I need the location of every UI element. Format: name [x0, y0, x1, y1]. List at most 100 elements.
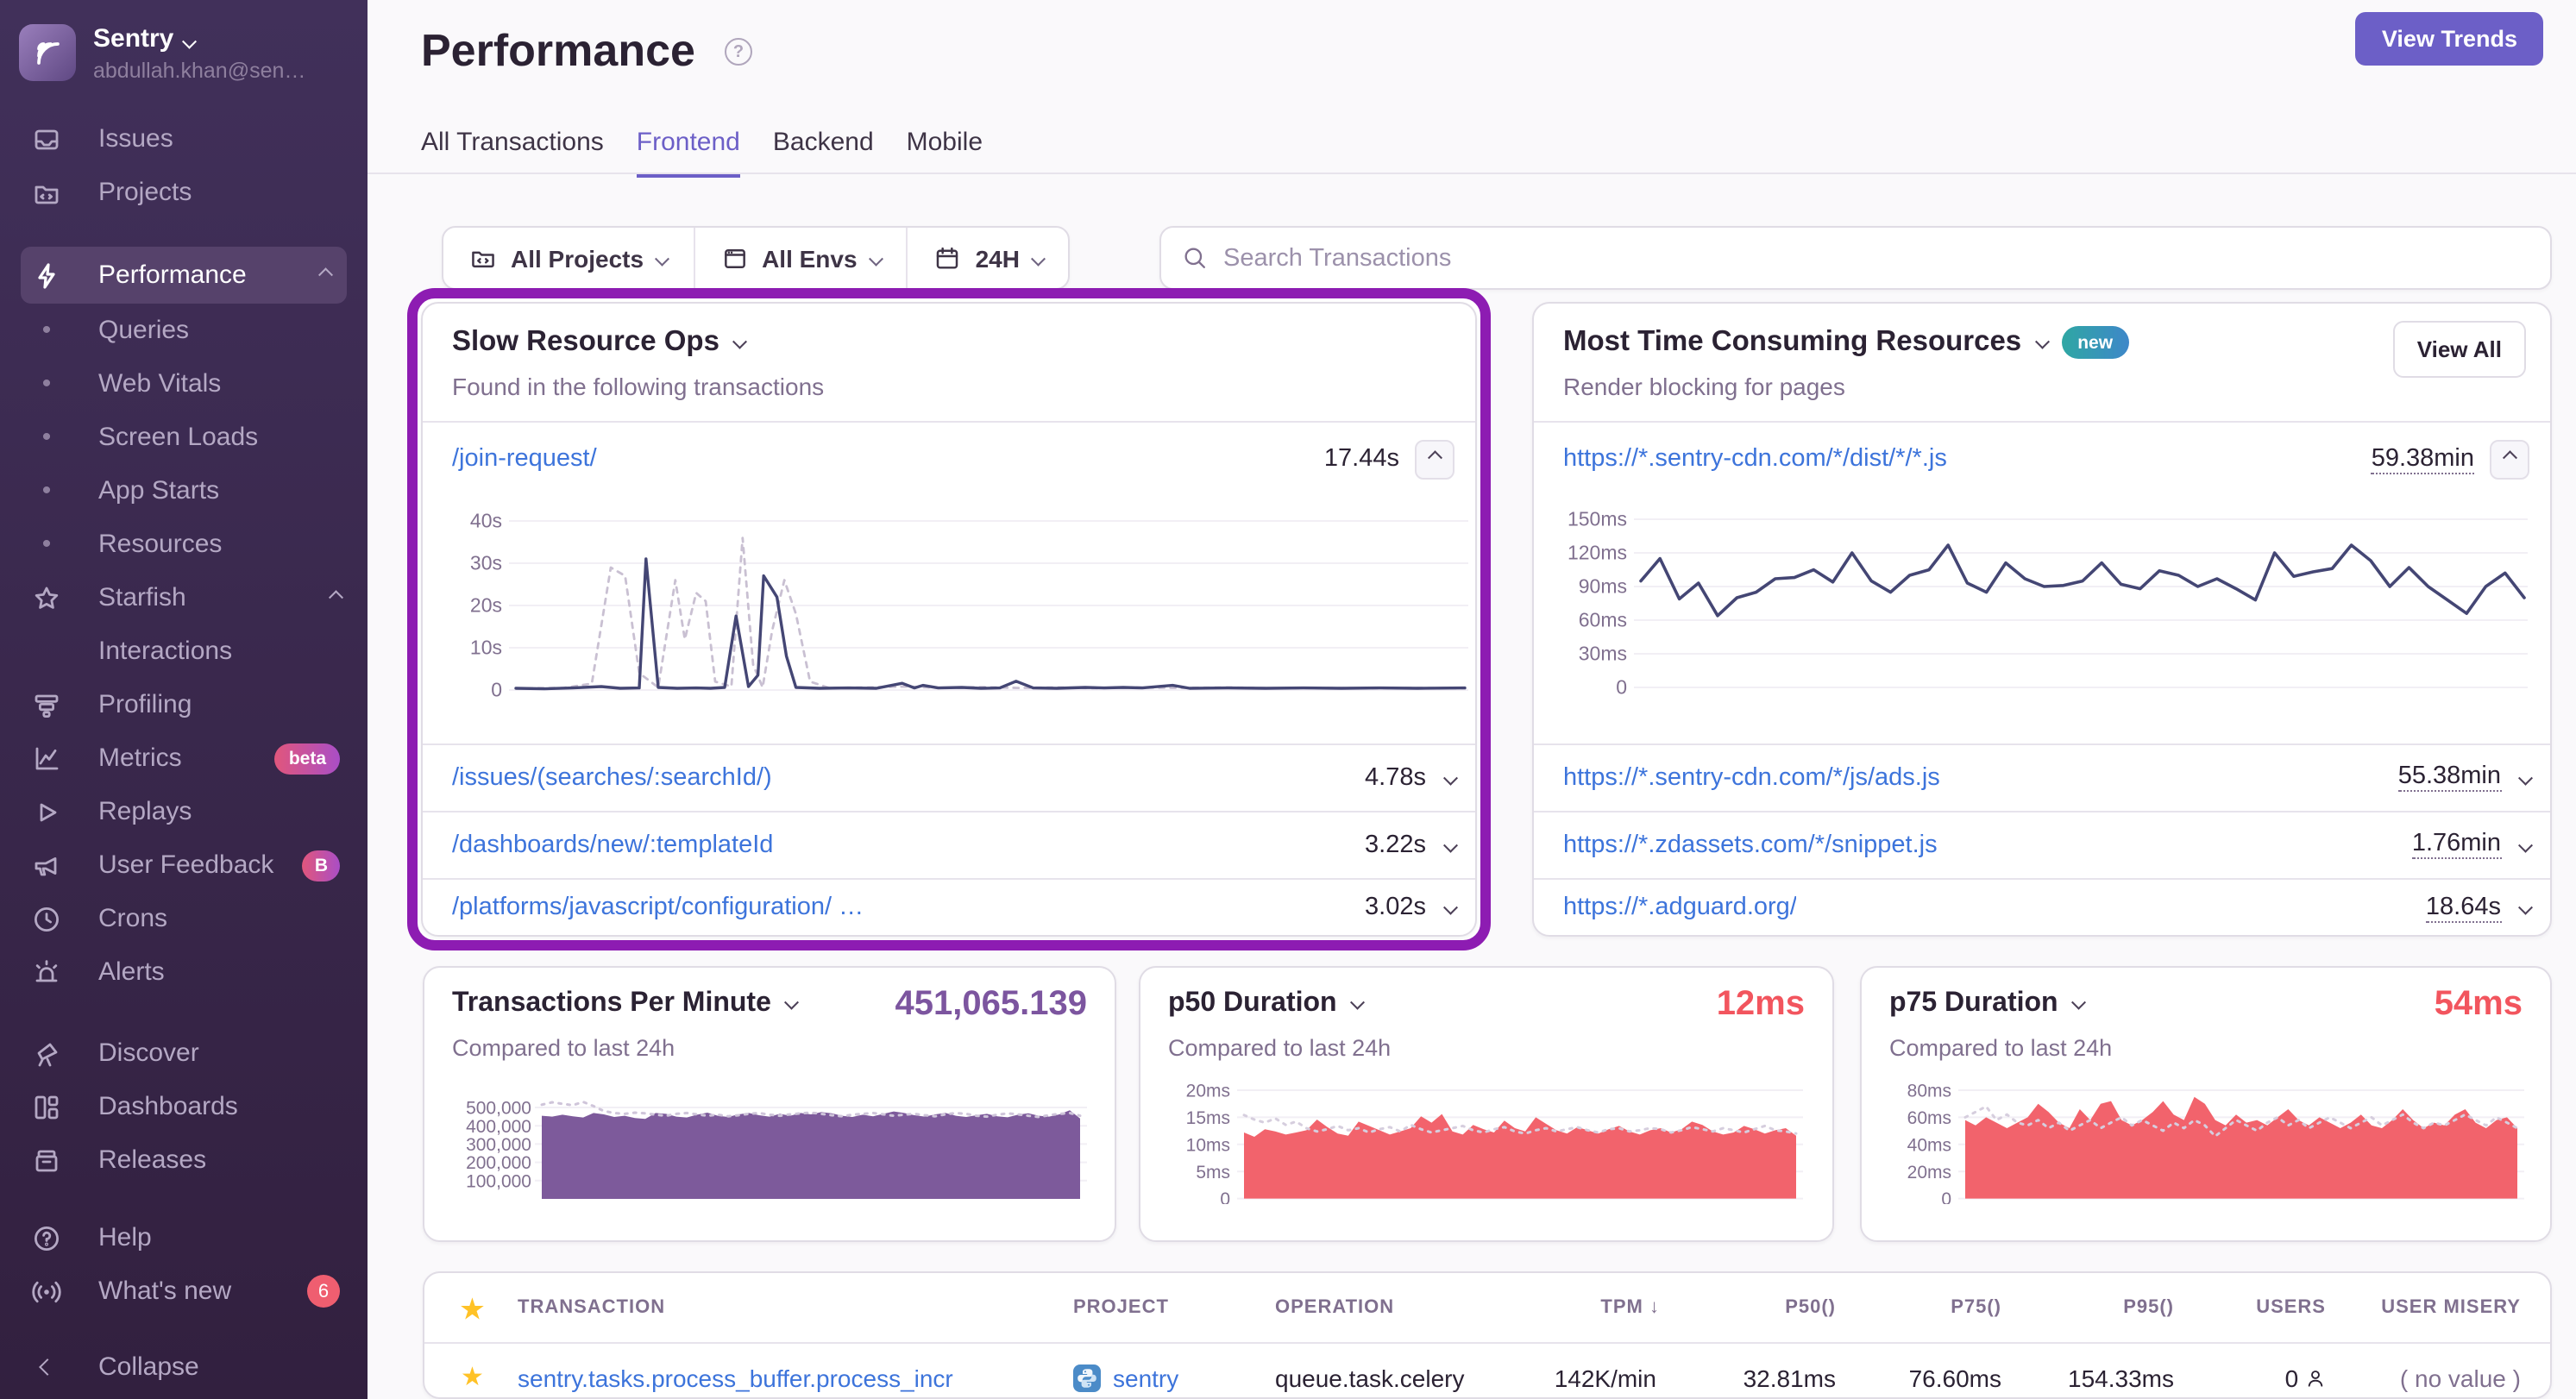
- sidebar-item-dashboards[interactable]: Dashboards: [0, 1081, 368, 1134]
- sidebar-item-replays[interactable]: Replays: [0, 786, 368, 839]
- svg-text:30ms: 30ms: [1579, 643, 1627, 665]
- collapse-row-button[interactable]: [1415, 439, 1454, 479]
- sidebar-item-resources[interactable]: • Resources: [0, 518, 368, 572]
- sidebar-item-releases[interactable]: Releases: [0, 1134, 368, 1188]
- sidebar-item-help[interactable]: Help: [0, 1212, 368, 1265]
- col-tpm[interactable]: TPM ↓: [1600, 1297, 1660, 1318]
- sidebar-item-issues[interactable]: Issues: [0, 113, 368, 166]
- transaction-link[interactable]: /dashboards/new/:templateId: [452, 831, 774, 858]
- page-title: Performance: [421, 24, 695, 76]
- col-p50[interactable]: P50(): [1785, 1297, 1836, 1318]
- expand-row-button[interactable]: [2517, 900, 2532, 914]
- sidebar-item-metrics[interactable]: Metrics beta: [0, 732, 368, 786]
- resource-link[interactable]: https://*.adguard.org/: [1563, 894, 1797, 921]
- tab-frontend[interactable]: Frontend: [637, 128, 740, 178]
- expand-row-button[interactable]: [1442, 900, 1457, 914]
- dashboard-icon: [31, 1092, 62, 1123]
- resources-chart: 150ms 120ms 90ms 60ms 30ms 0: [1548, 505, 2531, 714]
- chevron-down-icon: [1031, 251, 1046, 265]
- view-all-button[interactable]: View All: [2392, 321, 2526, 378]
- col-p75[interactable]: P75(): [1951, 1297, 2001, 1318]
- sidebar-item-label: App Starts: [98, 476, 220, 506]
- inbox-icon: [31, 124, 62, 155]
- slow-resource-ops-panel: Slow Resource Ops Found in the following…: [421, 302, 1477, 937]
- col-user-misery[interactable]: USER MISERY: [2381, 1297, 2521, 1318]
- expand-row-button[interactable]: [2517, 770, 2532, 784]
- col-project[interactable]: PROJECT: [1073, 1297, 1169, 1318]
- chevron-down-icon[interactable]: [1350, 995, 1364, 1009]
- star-column-icon[interactable]: ★: [461, 1295, 485, 1325]
- chevron-down-icon[interactable]: [784, 995, 799, 1009]
- sidebar-collapse-button[interactable]: Collapse: [0, 1340, 368, 1394]
- sidebar-item-label: Discover: [98, 1038, 199, 1069]
- transactions-table: ★ TRANSACTION PROJECT OPERATION TPM ↓ P5…: [423, 1271, 2552, 1399]
- chevron-down-icon[interactable]: [2071, 995, 2085, 1009]
- svg-text:300,000: 300,000: [466, 1135, 531, 1155]
- search-input[interactable]: [1223, 244, 2529, 272]
- chevron-up-icon: [317, 268, 332, 283]
- telescope-icon: [31, 1038, 62, 1070]
- sidebar-item-profiling[interactable]: Profiling: [0, 679, 368, 732]
- col-operation[interactable]: OPERATION: [1275, 1297, 1395, 1318]
- resource-link[interactable]: https://*.sentry-cdn.com/*/js/ads.js: [1563, 763, 1940, 791]
- whats-new-count-badge: 6: [307, 1275, 340, 1308]
- expand-row-button[interactable]: [2517, 838, 2532, 851]
- resource-link[interactable]: https://*.sentry-cdn.com/*/dist/*/*.js: [1563, 445, 1947, 473]
- favorite-star-icon[interactable]: ★: [461, 1363, 484, 1392]
- sidebar-item-crons[interactable]: Crons: [0, 893, 368, 946]
- svg-text:60ms: 60ms: [1907, 1108, 1951, 1128]
- sidebar-item-performance[interactable]: Performance: [21, 247, 347, 304]
- tab-mobile[interactable]: Mobile: [906, 128, 983, 157]
- col-transaction[interactable]: TRANSACTION: [518, 1297, 666, 1318]
- expand-row-button[interactable]: [1442, 838, 1457, 851]
- sidebar-item-label: Screen Loads: [98, 423, 259, 453]
- sidebar-item-label: Projects: [98, 178, 192, 208]
- transaction-link[interactable]: sentry.tasks.process_buffer.process_incr: [518, 1364, 953, 1392]
- env-filter-dropdown[interactable]: All Envs: [693, 228, 907, 288]
- folder-icon: [31, 178, 62, 209]
- col-p95[interactable]: P95(): [2123, 1297, 2174, 1318]
- sidebar-item-projects[interactable]: Projects: [0, 166, 368, 220]
- header-divider: [368, 173, 2576, 174]
- sidebar-item-screen-loads[interactable]: • Screen Loads: [0, 411, 368, 465]
- svg-text:100,000: 100,000: [466, 1171, 531, 1191]
- svg-text:500,000: 500,000: [466, 1101, 531, 1119]
- window-icon: [724, 248, 745, 268]
- sidebar-item-alerts[interactable]: Alerts: [0, 946, 368, 1000]
- sidebar-item-discover[interactable]: Discover: [0, 1027, 368, 1081]
- sidebar-item-label: Profiling: [98, 690, 192, 720]
- sidebar: Sentry abdullah.khan@sen… Issues Project…: [0, 0, 368, 1399]
- transaction-link[interactable]: /join-request/: [452, 445, 597, 473]
- svg-text:60ms: 60ms: [1579, 609, 1627, 631]
- chevron-down-icon[interactable]: [2034, 334, 2049, 348]
- sidebar-item-web-vitals[interactable]: • Web Vitals: [0, 358, 368, 411]
- col-users[interactable]: USERS: [2256, 1297, 2326, 1318]
- transaction-link[interactable]: /platforms/javascript/configuration/ …: [452, 894, 864, 921]
- resource-link[interactable]: https://*.zdassets.com/*/snippet.js: [1563, 831, 1938, 858]
- bullet-icon: •: [41, 476, 52, 506]
- transaction-link[interactable]: /issues/(searches/:searchId/): [452, 763, 772, 791]
- tab-all-transactions[interactable]: All Transactions: [421, 128, 604, 157]
- collapse-row-button[interactable]: [2490, 439, 2529, 479]
- help-icon[interactable]: ?: [725, 38, 752, 66]
- project-link[interactable]: sentry: [1113, 1364, 1179, 1392]
- org-switcher[interactable]: Sentry abdullah.khan@sen…: [0, 0, 368, 85]
- svg-text:400,000: 400,000: [466, 1117, 531, 1137]
- expand-row-button[interactable]: [1442, 770, 1457, 784]
- svg-text:200,000: 200,000: [466, 1153, 531, 1173]
- chevron-down-icon[interactable]: [732, 334, 747, 348]
- view-trends-button[interactable]: View Trends: [2355, 12, 2543, 66]
- tab-backend[interactable]: Backend: [772, 128, 874, 157]
- sidebar-item-user-feedback[interactable]: User Feedback B: [0, 839, 368, 893]
- transaction-row: /platforms/javascript/configuration/ … 3…: [423, 878, 1475, 937]
- svg-text:5ms: 5ms: [1196, 1163, 1230, 1183]
- org-name: Sentry: [93, 24, 174, 53]
- date-range-dropdown[interactable]: 24H: [906, 228, 1069, 288]
- sidebar-item-starfish[interactable]: Starfish: [0, 572, 368, 625]
- project-filter-dropdown[interactable]: All Projects: [443, 228, 693, 288]
- sidebar-item-interactions[interactable]: Interactions: [0, 625, 368, 679]
- sidebar-item-app-starts[interactable]: • App Starts: [0, 465, 368, 518]
- sidebar-item-whats-new[interactable]: What's new 6: [0, 1265, 368, 1319]
- sidebar-item-label: Performance: [98, 260, 247, 291]
- sidebar-item-queries[interactable]: • Queries: [0, 304, 368, 358]
